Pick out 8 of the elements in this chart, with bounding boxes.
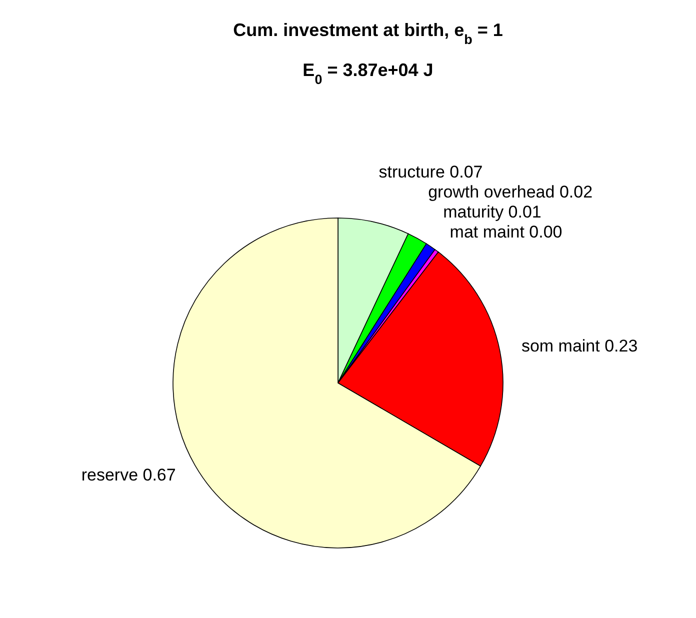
slice-label: mat maint 0.00 — [450, 222, 562, 242]
slice-label: structure 0.07 — [378, 162, 483, 182]
chart-subtitle: E$_{0}$ = 3.87e+04 J — [302, 60, 434, 86]
slice-label: growth overhead 0.02 — [428, 182, 593, 202]
slice-label: reserve 0.67 — [81, 466, 176, 485]
chart-title: Cum. investment at birth, e$_{b}$ = 1 — [233, 20, 503, 46]
slice-label: som maint 0.23 — [521, 336, 638, 356]
slice-label: maturity 0.01 — [443, 202, 542, 222]
